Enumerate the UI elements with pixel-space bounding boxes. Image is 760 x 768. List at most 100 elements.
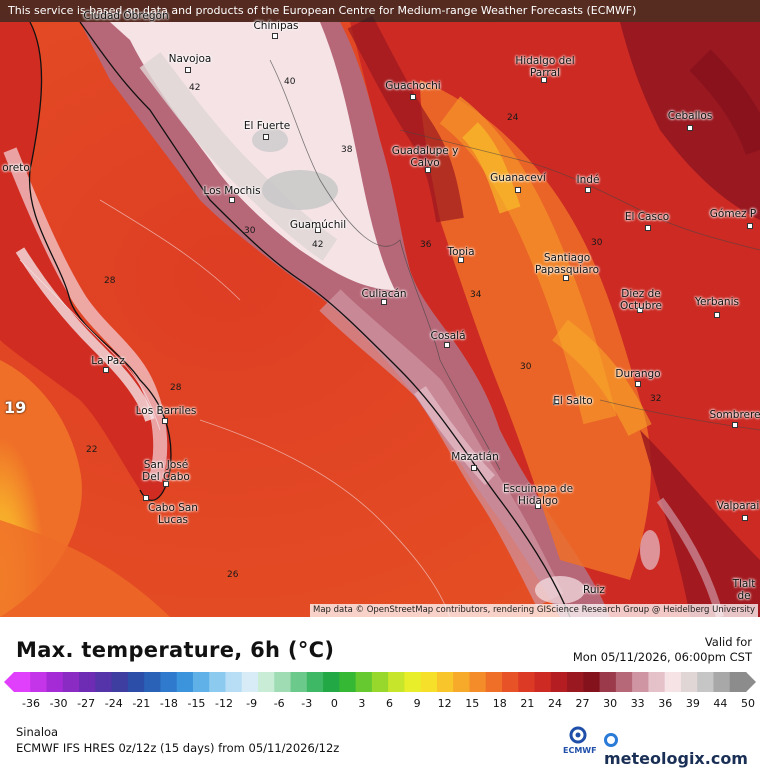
scale-swatch xyxy=(697,672,714,692)
scale-swatch xyxy=(615,672,633,692)
scale-swatch xyxy=(420,672,438,692)
ecmwf-disclaimer-banner: This service is based on data and produc… xyxy=(0,0,760,22)
scale-tick-label: 30 xyxy=(603,697,618,710)
isotherm-label: 36 xyxy=(420,240,432,250)
city-ciudad-obregon[interactable]: Ciudad Obregón xyxy=(83,10,169,22)
city-guadalupe-y-calvo[interactable]: Guadalupe y Calvo xyxy=(391,145,459,169)
city-los-mochis[interactable]: Los Mochis xyxy=(203,185,261,197)
scale-tick-label: -18 xyxy=(159,697,178,710)
city-guanacevi[interactable]: Guanaceví xyxy=(490,172,546,184)
scale-swatch xyxy=(599,672,617,692)
city-diez-de-octubre[interactable]: Diez de Octubre xyxy=(619,288,663,312)
city-yerbanis[interactable]: Yerbanis xyxy=(695,296,739,308)
scale-swatch xyxy=(648,672,666,692)
model-run-info[interactable]: ECMWF IFS HRES 0z/12z (15 days) from 05/… xyxy=(16,741,340,755)
meteologix-logo[interactable]: meteologix.com xyxy=(604,730,760,768)
scale-tick-label: 0 xyxy=(330,697,338,710)
scale-swatch xyxy=(583,672,601,692)
city-navojoa[interactable]: Navojoa xyxy=(168,53,212,65)
scale-swatch xyxy=(502,672,519,692)
isotherm-label: 40 xyxy=(284,77,296,87)
city-ceballos[interactable]: Ceballos xyxy=(667,110,713,122)
scale-swatch xyxy=(30,672,48,692)
city-tlaltenango[interactable]: Tlalt de xyxy=(732,578,756,602)
city-chinipas[interactable]: Chínipas xyxy=(253,20,299,32)
scale-left-arrow xyxy=(4,672,14,692)
scale-swatch xyxy=(111,672,129,692)
isotherm-label: 42 xyxy=(189,83,201,93)
ecmwf-logo-text: ECMWF xyxy=(563,746,597,755)
city-dot xyxy=(185,67,191,73)
map-attribution[interactable]: Map data © OpenStreetMap contributors, r… xyxy=(310,604,758,617)
city-loreto[interactable]: oreto xyxy=(2,162,30,174)
city-dot xyxy=(714,312,720,318)
scale-tick-label: 9 xyxy=(413,697,421,710)
scale-swatch xyxy=(176,672,194,692)
city-hidalgo-del-parral[interactable]: Hidalgo del Parral xyxy=(515,55,575,79)
city-dot xyxy=(229,197,235,203)
scale-tick-label: 21 xyxy=(520,697,535,710)
city-dot xyxy=(563,275,569,281)
city-dot xyxy=(315,227,321,233)
city-topia[interactable]: Topia xyxy=(447,246,475,258)
city-culiacan[interactable]: Culiacán xyxy=(361,288,407,300)
city-durango[interactable]: Durango xyxy=(615,368,661,380)
scale-swatch xyxy=(14,672,31,692)
scale-tick-label: 24 xyxy=(547,697,562,710)
scale-swatch xyxy=(518,672,536,692)
city-dot xyxy=(471,465,477,471)
scale-swatch xyxy=(453,672,470,692)
city-dot xyxy=(162,418,168,424)
city-cabo-san-lucas[interactable]: Cabo San Lucas xyxy=(148,502,198,526)
valid-time[interactable]: Mon 05/11/2026, 06:00pm CST xyxy=(572,650,752,664)
city-dot xyxy=(535,503,541,509)
city-ruiz[interactable]: Ruiz xyxy=(583,584,605,596)
scale-tick-label: -30 xyxy=(49,697,68,710)
scale-swatch xyxy=(436,672,454,692)
city-el-fuerte[interactable]: El Fuerte xyxy=(243,120,291,132)
city-santiago-papasquiaro[interactable]: Santiago Papasquiaro xyxy=(534,252,600,276)
city-san-jose-del-cabo[interactable]: San José Del Cabo xyxy=(142,459,190,483)
isotherm-label: 28 xyxy=(170,383,182,393)
isotherm-label: 30 xyxy=(520,362,532,372)
city-dot xyxy=(103,367,109,373)
scale-tick-label: 39 xyxy=(685,697,700,710)
city-inde[interactable]: Indé xyxy=(576,174,600,186)
city-dot xyxy=(687,125,693,131)
scale-swatch xyxy=(534,672,552,692)
scale-swatch xyxy=(274,672,292,692)
color-scale-bar xyxy=(4,672,756,692)
scale-swatch xyxy=(485,672,503,692)
city-guachochi[interactable]: Guachochi xyxy=(385,80,441,92)
scale-tick-label: 44 xyxy=(713,697,728,710)
scale-tick-label: -6 xyxy=(273,697,285,710)
scale-tick-label: 33 xyxy=(630,697,645,710)
scale-tick-label: -27 xyxy=(77,697,96,710)
city-los-barriles[interactable]: Los Barriles xyxy=(135,405,197,417)
scale-tick-label: 6 xyxy=(386,697,393,710)
city-cosala[interactable]: Cosalá xyxy=(430,330,466,342)
city-la-paz[interactable]: La Paz xyxy=(91,355,125,367)
city-sombrerete[interactable]: Sombrere xyxy=(709,409,760,421)
city-gomez-palacio[interactable]: Gómez P xyxy=(709,208,757,220)
baja-coastline xyxy=(28,21,172,502)
city-dot xyxy=(515,187,521,193)
city-dot xyxy=(444,342,450,348)
city-escuinapa-de-hidalgo[interactable]: Escuinapa de Hidalgo xyxy=(502,483,574,507)
city-dot xyxy=(742,515,748,521)
city-valparaiso[interactable]: Valparai xyxy=(716,500,760,512)
scale-swatch xyxy=(339,672,357,692)
isotherm-label: 22 xyxy=(86,445,98,455)
scale-swatch xyxy=(258,672,275,692)
city-dot xyxy=(458,257,464,263)
temperature-map[interactable]: This service is based on data and produc… xyxy=(0,0,760,617)
city-dot xyxy=(381,299,387,305)
isotherm-label: 24 xyxy=(507,113,519,123)
scale-swatch xyxy=(729,672,747,692)
city-dot xyxy=(635,381,641,387)
scale-swatch xyxy=(192,672,210,692)
city-mazatlan[interactable]: Mazatlán xyxy=(451,451,499,463)
city-guamuchil[interactable]: Guamúchil xyxy=(289,219,347,231)
city-el-casco[interactable]: El Casco xyxy=(624,211,670,223)
city-el-salto[interactable]: El Salto xyxy=(553,395,593,407)
